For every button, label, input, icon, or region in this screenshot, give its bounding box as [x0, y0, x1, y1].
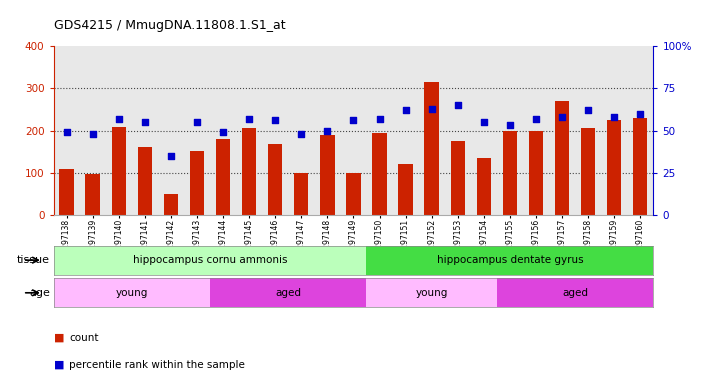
Point: [217, 129, 228, 135]
Point: [348, 118, 359, 124]
Text: hippocampus dentate gyrus: hippocampus dentate gyrus: [436, 255, 583, 265]
Bar: [366, 278, 497, 307]
Bar: [210, 278, 366, 307]
Point: [608, 114, 620, 120]
Text: hippocampus cornu ammonis: hippocampus cornu ammonis: [133, 255, 287, 265]
Point: [243, 116, 255, 122]
Point: [426, 106, 438, 112]
Point: [191, 119, 203, 125]
Point: [269, 118, 281, 124]
Point: [139, 119, 151, 125]
Bar: [190, 151, 204, 215]
Bar: [54, 246, 366, 275]
Point: [61, 129, 72, 135]
Point: [452, 102, 463, 108]
Bar: [268, 144, 282, 215]
Bar: [503, 131, 517, 215]
Bar: [366, 246, 653, 275]
Bar: [138, 147, 152, 215]
Bar: [529, 131, 543, 215]
Bar: [294, 173, 308, 215]
Text: GDS4215 / MmugDNA.11808.1.S1_at: GDS4215 / MmugDNA.11808.1.S1_at: [54, 19, 285, 32]
Text: aged: aged: [275, 288, 301, 298]
Point: [296, 131, 307, 137]
Bar: [477, 158, 491, 215]
Bar: [59, 169, 74, 215]
Bar: [372, 132, 387, 215]
Bar: [555, 101, 569, 215]
Bar: [54, 278, 210, 307]
Point: [321, 127, 333, 134]
Bar: [451, 141, 465, 215]
Text: age: age: [29, 288, 50, 298]
Bar: [242, 128, 256, 215]
Bar: [164, 194, 178, 215]
Bar: [346, 173, 361, 215]
Text: count: count: [69, 333, 99, 343]
Text: young: young: [116, 288, 148, 298]
Bar: [216, 139, 230, 215]
Bar: [86, 174, 100, 215]
Bar: [425, 82, 439, 215]
Point: [504, 122, 516, 129]
Point: [556, 114, 568, 120]
Text: ■: ■: [54, 360, 64, 370]
Text: tissue: tissue: [17, 255, 50, 265]
Text: aged: aged: [562, 288, 588, 298]
Bar: [607, 120, 621, 215]
Point: [165, 153, 176, 159]
Point: [583, 107, 594, 113]
Point: [635, 111, 646, 117]
Point: [400, 107, 411, 113]
Point: [113, 116, 124, 122]
Point: [478, 119, 490, 125]
Bar: [633, 118, 648, 215]
Bar: [398, 164, 413, 215]
Text: ■: ■: [54, 333, 64, 343]
Bar: [581, 128, 595, 215]
Text: percentile rank within the sample: percentile rank within the sample: [69, 360, 245, 370]
Text: young: young: [416, 288, 448, 298]
Point: [87, 131, 99, 137]
Bar: [497, 278, 653, 307]
Bar: [111, 127, 126, 215]
Bar: [320, 135, 335, 215]
Point: [531, 116, 542, 122]
Point: [374, 116, 386, 122]
